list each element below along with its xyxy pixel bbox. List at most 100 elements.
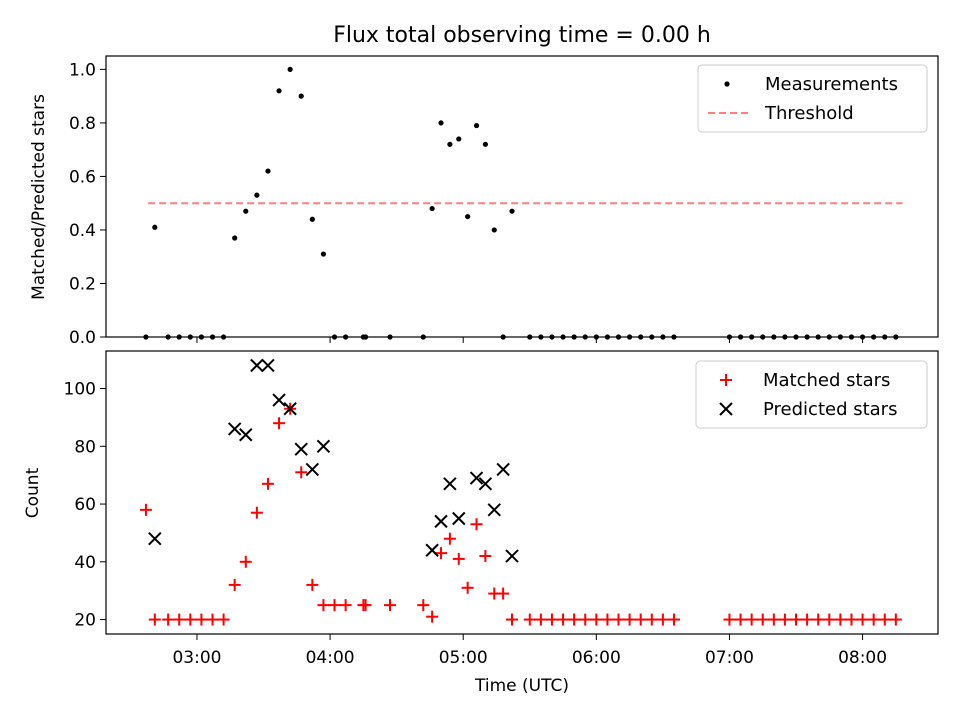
measurement-point [527,334,533,340]
top-panel: 0.0 0.2 0.4 0.6 0.8 1.0 Matched/Predicted sta… [29,55,939,348]
bottom-x-axis-label: Time (UTC) [474,676,569,696]
predicted-stars-point [452,511,466,526]
matched-stars-point [317,599,330,612]
measurement-point [482,141,488,147]
x-tick-label: 05:00 [439,648,488,668]
measurement-point [582,334,588,340]
measurement-point [737,334,744,340]
predicted-stars-point [443,477,457,491]
matched-stars-point [173,613,186,626]
top-y-tick-label: 0.4 [69,221,96,241]
top-y-tick-label: 0.6 [69,167,96,187]
matched-stars-point [889,613,902,626]
top-y-tick: 0.2 [69,274,106,294]
matched-stars-point [139,503,152,516]
matched-stars-point [756,613,769,626]
measurement-point [793,334,799,340]
measurement-point [456,136,462,142]
measurement-point [220,334,227,340]
measurement-point [826,334,832,340]
measurement-point [649,334,655,340]
matched-stars-point [461,581,474,594]
matched-stars-point [778,613,791,626]
measurement-point [438,120,444,126]
top-y-tick-label: 0.2 [69,274,96,294]
measurement-point [465,213,471,220]
bottom-y-axis-label: Count [23,467,43,518]
measurement-point [859,334,866,340]
predicted-stars-point [283,402,297,416]
matched-stars-point [845,613,858,626]
measurement-point [509,208,515,214]
matched-stars-point [306,578,319,591]
legend-predicted-label: Predicted stars [763,399,897,420]
matched-stars-point [470,518,483,531]
matched-stars-point [435,547,448,560]
measurement-point [627,334,633,340]
measurement-point [143,334,149,340]
top-y-tick: 0.4 [69,221,106,241]
matched-stars-point [506,613,519,626]
matched-stars-point [801,613,814,626]
measurement-point [882,334,888,340]
measurement-point [571,334,577,340]
matched-stars-point [383,599,396,612]
bottom-legend: Matched stars Predicted stars [695,360,928,429]
predicted-stars-point [261,358,275,373]
bottom-x-tick: 04:00 [306,634,355,668]
matched-stars-point [295,466,308,479]
predicted-stars-point [316,439,331,454]
predicted-stars-point [434,514,448,529]
matched-stars-point [812,613,825,626]
measurement-point [871,334,877,340]
top-y-tick: 1.0 [69,60,106,80]
matched-stars-point [878,613,891,626]
measurement-point [782,334,788,340]
measurement-point [187,334,193,340]
matched-stars-point [557,613,570,626]
predicted-stars-point [227,422,242,436]
top-y-ticks: 0.0 0.2 0.4 0.6 0.8 1.0 [69,60,106,348]
top-y-tick-label: 0.0 [69,328,96,348]
measurement-point [804,334,810,340]
matched-stars-point [443,532,456,545]
measurement-point [320,251,327,257]
predicted-stars-point [496,462,510,477]
matched-stars-point [206,613,219,626]
matched-stars-point [834,613,847,626]
matched-stars-point [479,550,492,563]
measurement-point [593,334,599,340]
measurement-point [309,216,315,222]
matched-stars-point [523,613,536,626]
measurement-point [176,334,182,340]
measurement-point [615,334,622,340]
matched-stars-point [745,613,758,626]
matched-stars-point [645,613,658,626]
measurement-point [473,122,480,129]
measurement-point [815,334,821,340]
bottom-y-tick: 40 [74,553,106,573]
measurement-point [447,141,453,147]
matched-stars-point [867,613,880,626]
bottom-y-tick-label: 20 [74,611,96,631]
measurement-point [660,334,666,340]
matched-stars-point [339,599,352,612]
measurement-point [298,93,304,99]
top-y-tick: 0.8 [69,114,106,134]
matched-stars-point [261,477,274,490]
bottom-y-tick-label: 60 [74,495,96,515]
predicted-stars-point [487,503,501,517]
measurement-point [152,224,158,230]
matched-stars-point [497,587,510,600]
measurement-point [500,334,506,340]
matched-stars-point [667,613,680,626]
measurement-point [893,334,899,340]
measurement-point [491,227,497,233]
bottom-y-ticks: 20 40 60 80 100 [64,380,106,631]
matched-stars-point [228,578,241,591]
x-tick-label: 06:00 [572,648,621,668]
bottom-x-tick: 06:00 [572,634,621,668]
matched-stars-point [148,613,161,626]
matched-stars-point [601,613,614,626]
